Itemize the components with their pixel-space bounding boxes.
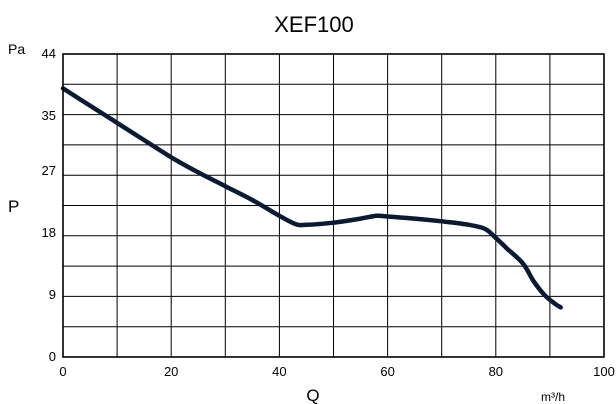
y-axis-unit: Pa	[8, 41, 25, 57]
x-axis-unit: m³/h	[541, 390, 565, 404]
y-tick-label: 9	[49, 287, 56, 302]
x-axis-label: Q	[306, 386, 319, 404]
y-tick-label: 0	[49, 349, 56, 364]
x-tick-label: 100	[593, 364, 615, 379]
chart-title: XEF100	[274, 12, 354, 37]
y-tick-label: 27	[42, 163, 56, 178]
y-tick-label: 44	[42, 46, 56, 61]
y-tick-label: 35	[42, 108, 56, 123]
x-tick-label: 20	[164, 364, 178, 379]
plot-frame	[62, 53, 605, 358]
x-tick-label: 40	[272, 364, 286, 379]
x-tick-label: 0	[59, 364, 66, 379]
y-tick-label: 18	[42, 225, 56, 240]
x-tick-label: 80	[489, 364, 503, 379]
y-axis-label: P	[8, 197, 19, 216]
fan-curve-line	[60, 86, 563, 310]
x-tick-label: 60	[380, 364, 394, 379]
